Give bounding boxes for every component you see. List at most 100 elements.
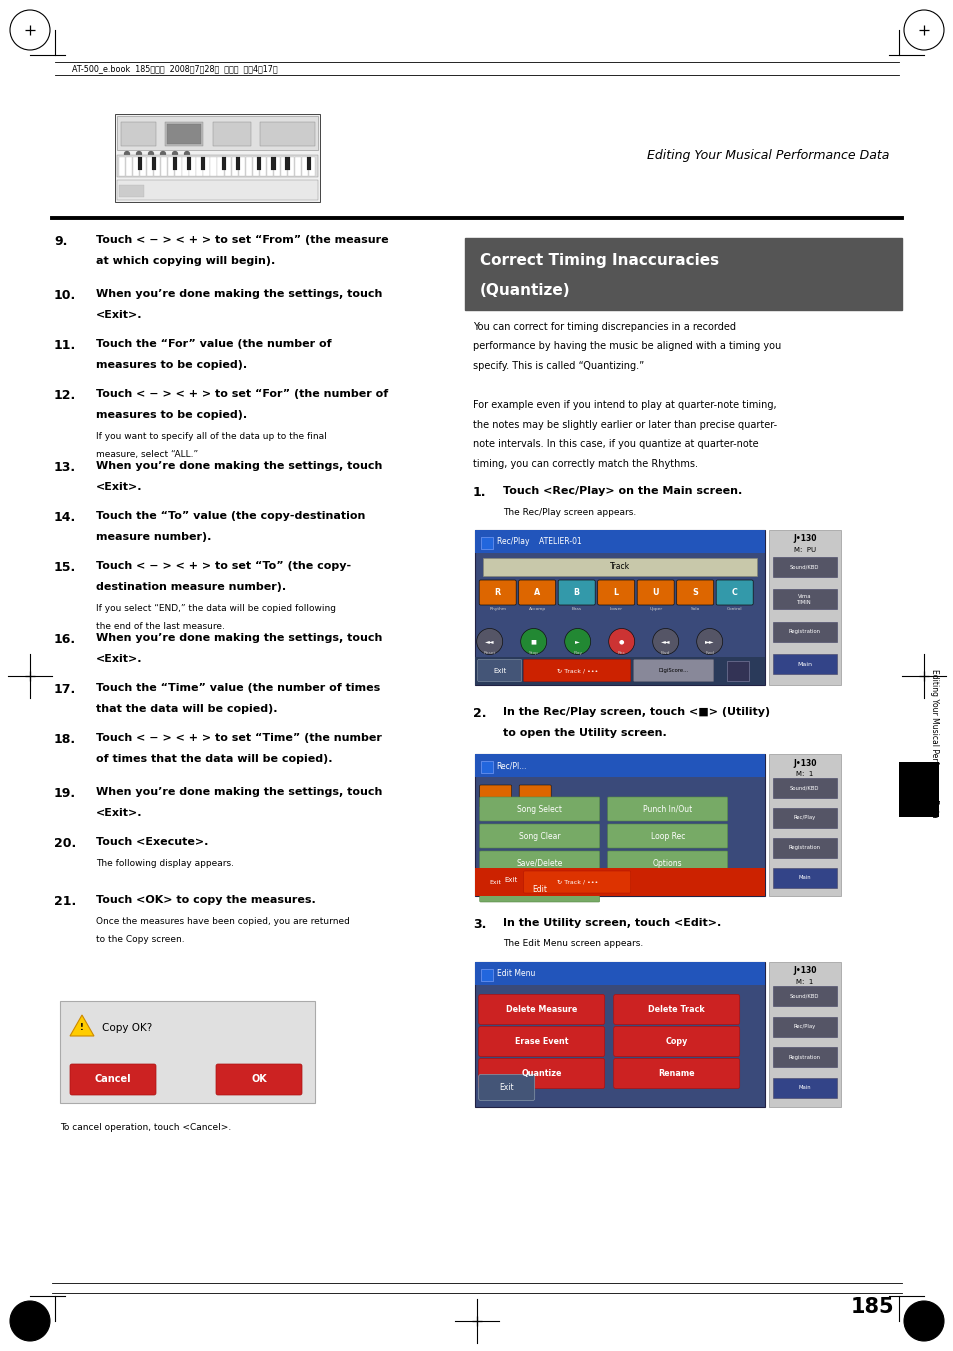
Text: Song Clear: Song Clear xyxy=(518,831,560,840)
Bar xyxy=(152,157,155,170)
Circle shape xyxy=(476,628,502,654)
Bar xyxy=(480,761,492,773)
Bar xyxy=(257,157,261,170)
Bar xyxy=(259,157,266,176)
Text: 185: 185 xyxy=(849,1297,893,1317)
Text: destination measure number).: destination measure number). xyxy=(96,582,286,593)
Circle shape xyxy=(184,151,190,157)
Text: specify. This is called “Quantizing.”: specify. This is called “Quantizing.” xyxy=(472,361,643,372)
Text: to the Copy screen.: to the Copy screen. xyxy=(96,935,185,944)
FancyBboxPatch shape xyxy=(607,797,727,821)
Text: 15.: 15. xyxy=(54,561,76,574)
Text: !: ! xyxy=(80,1024,84,1032)
Bar xyxy=(182,157,189,176)
Text: In the Utility screen, touch <Edit>.: In the Utility screen, touch <Edit>. xyxy=(502,917,720,928)
FancyBboxPatch shape xyxy=(479,878,599,902)
Text: Options: Options xyxy=(652,858,681,867)
Text: ↻ Track / •••: ↻ Track / ••• xyxy=(556,880,598,885)
Text: B: B xyxy=(573,588,579,597)
Text: ↻ Track / •••: ↻ Track / ••• xyxy=(556,667,598,673)
Text: Touch <OK> to copy the measures.: Touch <OK> to copy the measures. xyxy=(96,894,315,905)
Bar xyxy=(482,558,756,576)
Text: Rec/Play: Rec/Play xyxy=(793,816,815,820)
Text: Registration: Registration xyxy=(788,846,820,850)
Text: 12.: 12. xyxy=(54,389,76,403)
FancyBboxPatch shape xyxy=(523,659,630,681)
Text: Touch the “Time” value (the number of times: Touch the “Time” value (the number of ti… xyxy=(96,684,380,693)
FancyBboxPatch shape xyxy=(598,580,634,605)
Text: the notes may be slightly earlier or later than precise quarter-: the notes may be slightly earlier or lat… xyxy=(472,420,776,430)
FancyBboxPatch shape xyxy=(478,994,604,1024)
Bar xyxy=(161,157,168,176)
Text: J•130: J•130 xyxy=(792,966,816,975)
Text: Delete Measure: Delete Measure xyxy=(505,1005,577,1015)
Text: J•130: J•130 xyxy=(792,534,816,543)
Text: If you want to specify all of the data up to the final: If you want to specify all of the data u… xyxy=(96,432,327,440)
Text: Touch < − > < + > to set “For” (the number of: Touch < − > < + > to set “For” (the numb… xyxy=(96,389,388,399)
Bar xyxy=(475,657,764,685)
Text: When you’re done making the settings, touch: When you’re done making the settings, to… xyxy=(96,461,382,471)
Text: 11.: 11. xyxy=(54,339,76,353)
Bar xyxy=(480,969,492,981)
Bar xyxy=(147,157,153,176)
Text: <Exit>.: <Exit>. xyxy=(96,808,142,819)
FancyBboxPatch shape xyxy=(479,824,599,848)
Text: Save/Delete: Save/Delete xyxy=(516,858,562,867)
Bar xyxy=(772,808,836,828)
Circle shape xyxy=(148,151,153,157)
Text: Rhythm: Rhythm xyxy=(489,607,506,611)
Bar xyxy=(768,754,840,896)
Bar xyxy=(119,157,125,176)
Text: To cancel operation, touch <Cancel>.: To cancel operation, touch <Cancel>. xyxy=(60,1123,231,1132)
Text: Erase Event: Erase Event xyxy=(515,1038,568,1046)
Text: that the data will be copied).: that the data will be copied). xyxy=(96,704,277,715)
Bar xyxy=(267,157,273,176)
Text: performance by having the music be aligned with a timing you: performance by having the music be align… xyxy=(472,342,781,351)
Text: Vima
TIMIN: Vima TIMIN xyxy=(797,594,811,605)
Text: You can correct for timing discrepancies in a recorded: You can correct for timing discrepancies… xyxy=(472,322,735,332)
Text: to open the Utility screen.: to open the Utility screen. xyxy=(502,728,666,738)
Text: measures to be copied).: measures to be copied). xyxy=(96,411,247,420)
Text: C: C xyxy=(731,588,737,597)
Bar xyxy=(772,557,836,577)
Text: Registration: Registration xyxy=(788,630,820,635)
Text: Track: Track xyxy=(609,562,629,571)
Text: Upper: Upper xyxy=(648,607,661,611)
Bar xyxy=(238,157,245,176)
Text: AT-500_e.book  185ページ  2008年7月28日  月曜日  午後4時17分: AT-500_e.book 185ページ 2008年7月28日 月曜日 午後4時… xyxy=(71,63,277,73)
Bar xyxy=(772,867,836,888)
Text: Copy: Copy xyxy=(665,1038,687,1046)
Bar xyxy=(480,536,492,549)
Circle shape xyxy=(520,628,546,654)
Text: ◄◄: ◄◄ xyxy=(484,639,494,644)
Text: Edit: Edit xyxy=(532,885,547,894)
Text: Exit: Exit xyxy=(498,1084,514,1092)
Bar xyxy=(154,157,160,176)
Text: Song Select: Song Select xyxy=(517,804,561,813)
Text: Bwd: Bwd xyxy=(660,650,670,654)
FancyBboxPatch shape xyxy=(479,785,511,807)
FancyBboxPatch shape xyxy=(607,851,727,875)
Circle shape xyxy=(608,628,634,654)
Text: Delete Track: Delete Track xyxy=(648,1005,704,1015)
FancyBboxPatch shape xyxy=(523,871,630,893)
Bar xyxy=(772,1047,836,1067)
Bar xyxy=(464,238,901,309)
FancyBboxPatch shape xyxy=(633,659,713,681)
Bar xyxy=(288,157,294,176)
Circle shape xyxy=(172,151,178,157)
Text: measure, select “ALL.”: measure, select “ALL.” xyxy=(96,450,198,459)
Text: Solo: Solo xyxy=(690,607,700,611)
Bar xyxy=(117,116,317,150)
Text: If you select “END,” the data will be copied following: If you select “END,” the data will be co… xyxy=(96,604,335,613)
Bar xyxy=(115,113,319,203)
Text: A: A xyxy=(534,588,539,597)
Circle shape xyxy=(696,628,722,654)
Text: of times that the data will be copied).: of times that the data will be copied). xyxy=(96,754,333,765)
Text: Reset: Reset xyxy=(483,650,496,654)
Text: Rec: Rec xyxy=(618,650,625,654)
Text: Touch < − > < + > to set “From” (the measure: Touch < − > < + > to set “From” (the mea… xyxy=(96,235,388,245)
Bar xyxy=(726,661,748,681)
Text: ►: ► xyxy=(575,639,579,644)
Text: (Quantize): (Quantize) xyxy=(479,282,570,299)
